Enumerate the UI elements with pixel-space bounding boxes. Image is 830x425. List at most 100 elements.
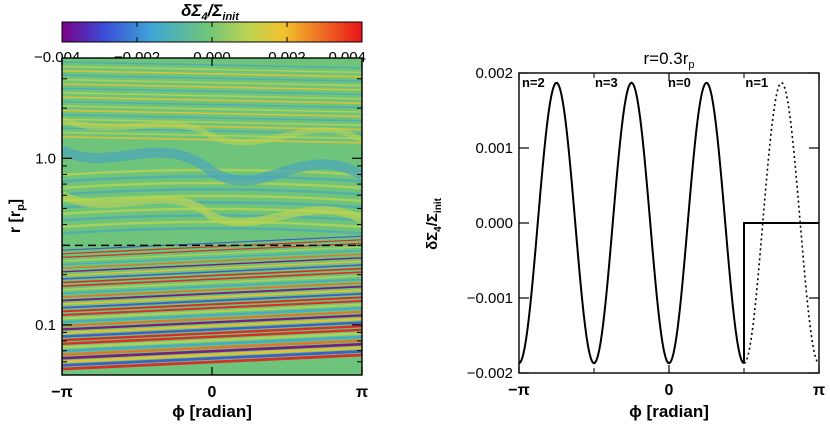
ln-y-tick-label: 0.001 — [475, 140, 513, 157]
line-y-label: δΣ4/Σinit — [424, 197, 444, 250]
heatmap-band — [62, 114, 362, 122]
colorbar-title: δΣ4/Σinit — [181, 1, 240, 23]
line-series — [518, 81, 820, 365]
hm-ylabel-sub: p — [15, 204, 27, 211]
heatmap-band — [62, 310, 362, 327]
heatmap-arc-structure — [62, 145, 362, 186]
heatmap-band — [62, 314, 362, 331]
heatmap-band — [62, 328, 362, 346]
line-plot-title: r=0.3rp — [643, 49, 694, 71]
heatmap-band — [62, 282, 362, 298]
heatmap-axis-ticks: −π 0 π 0.1 1.0 — [35, 58, 368, 401]
cb-title-subinit: init — [222, 11, 240, 23]
heatmap-band — [62, 299, 362, 317]
heatmap-band — [62, 239, 362, 255]
ln-x-tick-label: π — [813, 382, 825, 399]
heatmap-band — [62, 325, 362, 342]
heatmap-band — [62, 350, 362, 367]
heatmap-x-label: ϕ [radian] — [172, 402, 252, 421]
line-panel: r=0.3rp −π 0 π0.0020.0010.000−0.001−0.002 … — [424, 49, 825, 421]
heatmap-band — [62, 303, 362, 320]
heatmap-band — [62, 96, 362, 104]
heatmap-band — [62, 235, 362, 251]
hm-x-tick-label: −π — [51, 384, 73, 401]
hm-ylabel-close: ] — [7, 199, 24, 204]
ln-ylabel-sub4: 4 — [433, 226, 444, 232]
heatmap-band — [62, 342, 362, 360]
line-axis-ticks: −π 0 π 0.002 0.001 0.000 −0.001 −0.002 — [467, 65, 825, 399]
heatmap-band — [62, 136, 362, 144]
heatmap-band — [62, 296, 362, 313]
heatmap-panel: −π 0 π 0.1 1.0 ϕ [radian] r [rp] — [7, 57, 368, 421]
heatmap-band — [62, 109, 362, 118]
line-title-sub: p — [688, 59, 694, 71]
annotation-n=2: n=2 — [522, 75, 545, 90]
line-title-main: r=0.3r — [643, 49, 688, 68]
cb-title-sub4: 4 — [201, 11, 208, 23]
heatmap-band — [62, 274, 362, 291]
heatmap-band — [62, 271, 362, 288]
ln-x-tick-label: −π — [508, 382, 530, 399]
heatmap-band — [62, 335, 362, 353]
heatmap-band — [62, 346, 362, 364]
heatmap-band — [62, 78, 362, 87]
heatmap-band — [62, 285, 362, 302]
heatmap-band — [62, 267, 362, 284]
heatmap-band — [62, 264, 362, 280]
heatmap-band — [62, 70, 362, 78]
ln-ylabel-slash: /Σ — [424, 213, 441, 226]
ln-y-tick-label: −0.001 — [467, 290, 513, 307]
annotation-n=1: n=1 — [745, 75, 768, 90]
ln-ylabel-subinit: init — [433, 197, 444, 213]
line-annotations: n=2 n=3 n=0 n=1 — [522, 75, 768, 90]
heatmap-band — [62, 317, 362, 335]
hm-x-tick-label: π — [356, 384, 368, 401]
ln-y-tick-label: −0.002 — [467, 365, 513, 382]
cb-title-slash: /Σ — [207, 1, 224, 20]
series-step — [743, 222, 819, 364]
heatmap-band — [62, 194, 362, 203]
heatmap-band — [62, 307, 362, 324]
heatmap-band — [62, 278, 362, 295]
heatmap-y-label: r [rp] — [7, 199, 27, 233]
heatmap-band — [62, 353, 362, 371]
heatmap-band — [62, 249, 362, 266]
annotation-n=0: n=0 — [668, 75, 691, 90]
heatmap-band — [62, 105, 362, 113]
series-solid — [518, 81, 745, 365]
annotation-n=3: n=3 — [595, 75, 618, 90]
heatmap-image — [62, 58, 362, 375]
ln-y-tick-label: 0.000 — [475, 215, 513, 232]
heatmap-band — [62, 181, 362, 190]
heatmap-band — [62, 332, 362, 349]
heatmap-band — [62, 260, 362, 277]
colorbar: δΣ4/Σinit −0.004 −0.002 0.000 0.002 0.004 — [34, 1, 366, 66]
cb-title-main: δΣ — [181, 1, 202, 20]
hm-y-tick-label: 0.1 — [35, 317, 56, 334]
hm-y-tick-label: 1.0 — [35, 150, 56, 167]
heatmap-band — [62, 339, 362, 356]
heatmap-band — [62, 188, 362, 196]
heatmap-arc-structure-3 — [62, 117, 362, 146]
heatmap-band — [62, 289, 362, 306]
heatmap-band — [62, 227, 362, 235]
hm-ylabel-main: r [r — [7, 211, 24, 233]
heatmap-band — [62, 100, 362, 109]
heatmap-band — [62, 87, 362, 96]
heatmap-band — [62, 257, 362, 273]
heatmap-band — [62, 292, 362, 309]
heatmap-band — [62, 83, 362, 91]
heatmap-band — [62, 92, 362, 100]
line-x-label: ϕ [radian] — [629, 402, 709, 421]
ln-x-tick-label: 0 — [665, 382, 674, 399]
heatmap-band — [62, 321, 362, 338]
ln-y-tick-label: 0.002 — [475, 65, 513, 82]
heatmap-band — [62, 220, 362, 229]
heatmap-band — [62, 65, 362, 74]
heatmap-band — [62, 74, 362, 82]
ln-ylabel-main: δΣ — [424, 232, 441, 250]
hm-x-tick-label: 0 — [208, 384, 217, 401]
heatmap-bands — [62, 61, 362, 371]
heatmap-arc-structure-2 — [62, 191, 362, 227]
